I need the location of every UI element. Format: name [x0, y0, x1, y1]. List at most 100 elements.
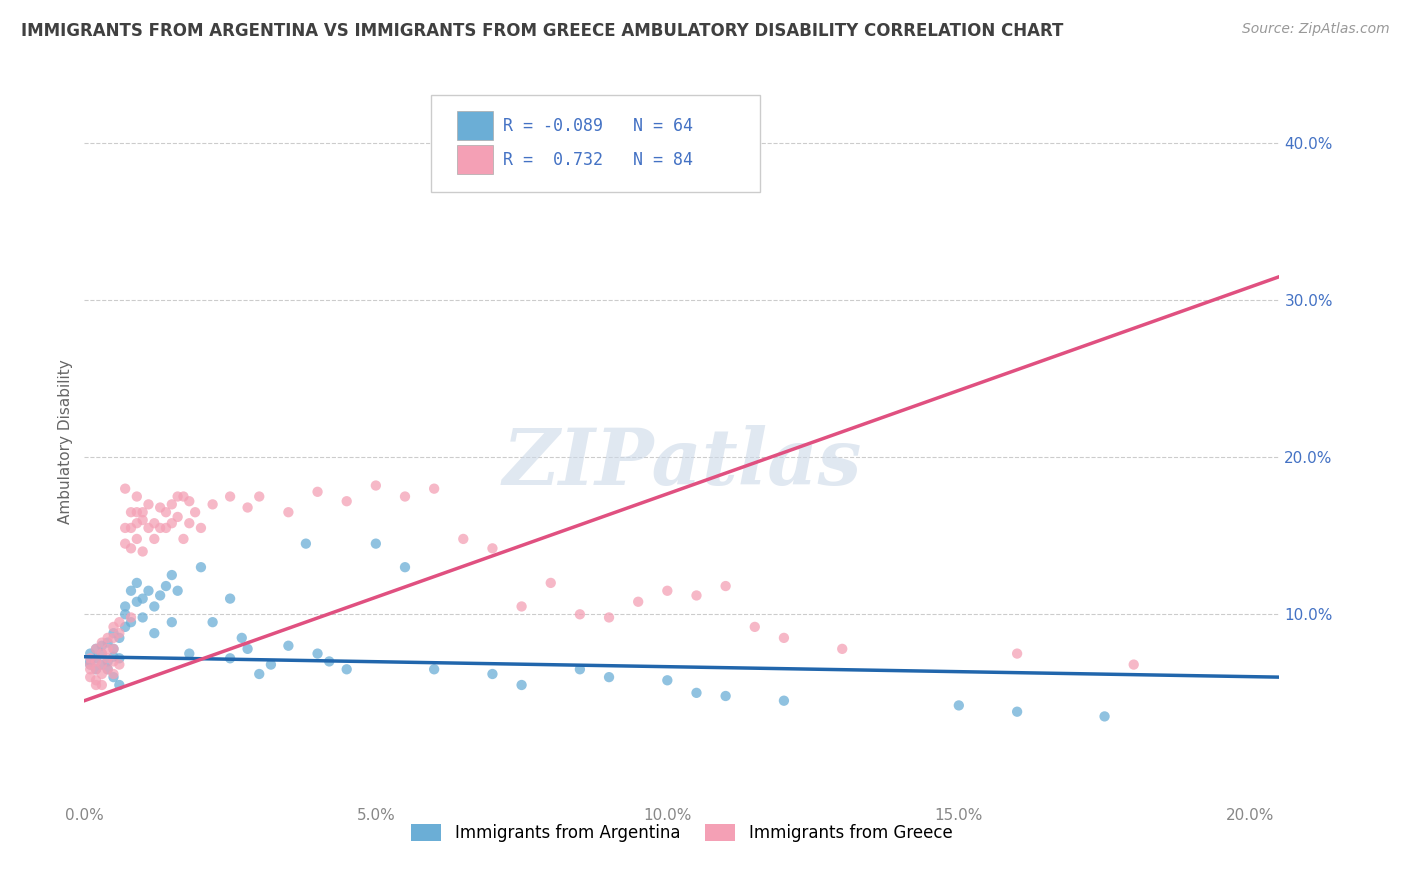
Point — [166, 490, 188, 504]
Point — [90, 678, 112, 692]
FancyBboxPatch shape — [432, 95, 759, 193]
Text: R =  0.732   N = 84: R = 0.732 N = 84 — [503, 151, 693, 169]
Point — [84, 655, 107, 669]
Point — [84, 641, 107, 656]
Point — [149, 521, 172, 535]
Point — [657, 673, 679, 688]
Text: Source: ZipAtlas.com: Source: ZipAtlas.com — [1241, 22, 1389, 37]
Point — [143, 599, 166, 614]
Point — [108, 631, 131, 645]
Point — [131, 610, 153, 624]
Point — [364, 536, 387, 550]
Point — [773, 631, 796, 645]
Point — [247, 667, 270, 681]
Point — [1005, 705, 1028, 719]
Point — [97, 655, 120, 669]
Point — [108, 626, 131, 640]
Point — [540, 575, 562, 590]
Point — [103, 667, 125, 681]
Point — [394, 490, 416, 504]
FancyBboxPatch shape — [457, 145, 494, 174]
Point — [114, 607, 136, 622]
Point — [1094, 709, 1116, 723]
Point — [97, 662, 120, 676]
Point — [190, 521, 212, 535]
Point — [598, 610, 620, 624]
Point — [90, 657, 112, 672]
Point — [219, 490, 242, 504]
Point — [108, 651, 131, 665]
Point — [114, 599, 136, 614]
Point — [277, 639, 299, 653]
Point — [97, 631, 120, 645]
Point — [138, 497, 160, 511]
Point — [714, 579, 737, 593]
Point — [685, 589, 707, 603]
Point — [201, 497, 224, 511]
Point — [138, 583, 160, 598]
Point — [131, 513, 153, 527]
Point — [120, 610, 142, 624]
Point — [277, 505, 299, 519]
Point — [103, 631, 125, 645]
Point — [364, 478, 387, 492]
Point — [295, 536, 318, 550]
Point — [453, 532, 475, 546]
Point — [103, 655, 125, 669]
Point — [423, 662, 446, 676]
Point — [685, 686, 707, 700]
Point — [172, 532, 194, 546]
Point — [125, 595, 148, 609]
Text: ZIPatlas: ZIPatlas — [502, 425, 862, 501]
Point — [568, 607, 591, 622]
Point — [336, 494, 359, 508]
Point — [394, 560, 416, 574]
Point — [179, 516, 201, 531]
Point — [103, 620, 125, 634]
Point — [79, 657, 101, 672]
Point — [260, 657, 283, 672]
Point — [179, 647, 201, 661]
Point — [114, 620, 136, 634]
Point — [114, 482, 136, 496]
Point — [155, 579, 177, 593]
Point — [160, 497, 183, 511]
Point — [79, 651, 101, 665]
Point — [166, 583, 188, 598]
Point — [108, 615, 131, 630]
Point — [84, 641, 107, 656]
Point — [219, 591, 242, 606]
Point — [172, 490, 194, 504]
Point — [166, 510, 188, 524]
Point — [103, 626, 125, 640]
Text: R = -0.089   N = 64: R = -0.089 N = 64 — [503, 117, 693, 135]
Point — [155, 521, 177, 535]
Point — [179, 494, 201, 508]
Point — [84, 678, 107, 692]
Point — [90, 639, 112, 653]
Point — [103, 641, 125, 656]
Point — [84, 662, 107, 676]
Point — [423, 482, 446, 496]
Point — [108, 657, 131, 672]
Point — [114, 536, 136, 550]
Point — [103, 670, 125, 684]
Point — [103, 649, 125, 664]
Point — [510, 599, 533, 614]
Point — [160, 516, 183, 531]
Point — [627, 595, 650, 609]
Point — [120, 583, 142, 598]
Point — [125, 532, 148, 546]
Point — [318, 655, 340, 669]
Point — [120, 505, 142, 519]
Point — [160, 615, 183, 630]
Point — [125, 575, 148, 590]
Point — [97, 641, 120, 656]
Point — [714, 689, 737, 703]
FancyBboxPatch shape — [457, 112, 494, 140]
Point — [79, 655, 101, 669]
Point — [79, 662, 101, 676]
Point — [97, 651, 120, 665]
Point — [90, 657, 112, 672]
Point — [108, 678, 131, 692]
